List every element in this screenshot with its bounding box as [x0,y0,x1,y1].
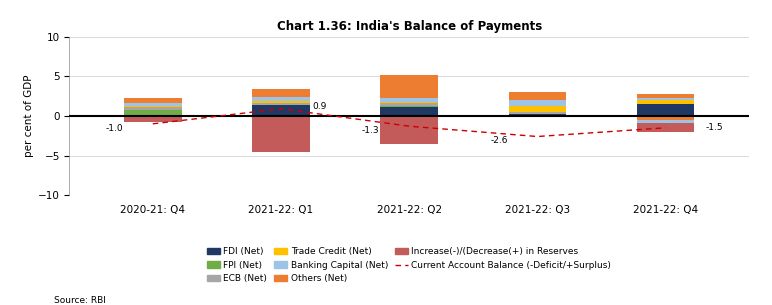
Bar [509,106,566,112]
Bar [637,94,694,98]
Bar [637,104,694,116]
Bar [381,102,438,103]
Bar [509,116,566,117]
Bar [124,107,181,110]
Bar [509,100,566,106]
Text: -1.5: -1.5 [706,123,723,132]
Bar [124,103,181,106]
Bar [637,123,694,132]
Bar [509,92,566,100]
Bar [637,116,694,120]
Bar [124,106,181,107]
Bar [381,103,438,106]
Bar [124,115,181,116]
Bar [381,106,438,107]
Bar [381,116,438,144]
Bar [252,97,310,101]
Text: 0.9: 0.9 [312,102,327,111]
Bar [124,117,181,122]
Text: Source: RBI: Source: RBI [54,296,106,305]
Bar [252,105,310,116]
Bar [381,75,438,98]
Title: Chart 1.36: India's Balance of Payments: Chart 1.36: India's Balance of Payments [276,20,542,33]
Text: -2.6: -2.6 [490,136,508,145]
Bar [252,103,310,105]
Bar [509,112,566,114]
Legend: FDI (Net), FPI (Net), ECB (Net), Trade Credit (Net), Banking Capital (Net), Othe: FDI (Net), FPI (Net), ECB (Net), Trade C… [207,247,611,283]
Bar [381,107,438,116]
Bar [124,110,181,115]
Bar [124,116,181,117]
Bar [252,116,310,152]
Text: -1.3: -1.3 [362,126,380,135]
Y-axis label: per cent of GDP: per cent of GDP [24,75,34,157]
Bar [637,98,694,100]
Bar [637,100,694,104]
Bar [252,89,310,97]
Bar [124,99,181,103]
Text: -1.0: -1.0 [106,124,124,133]
Bar [509,114,566,116]
Bar [381,98,438,102]
Bar [252,101,310,103]
Bar [637,120,694,123]
